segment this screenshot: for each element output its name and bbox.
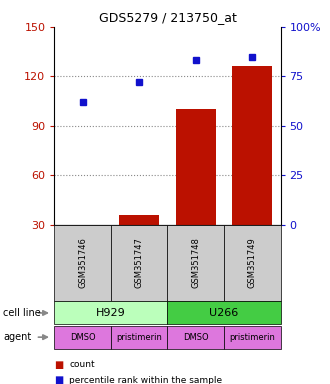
Bar (54, 225, 111, 301)
Bar (168, 301, 280, 324)
Bar (168, 225, 224, 301)
Bar (119, 215, 159, 225)
Text: GSM351749: GSM351749 (248, 238, 257, 288)
Text: U266: U266 (209, 308, 239, 318)
Text: H929: H929 (96, 308, 126, 318)
Bar (54, 301, 168, 324)
Text: agent: agent (3, 332, 32, 342)
Bar (176, 109, 215, 225)
Text: percentile rank within the sample: percentile rank within the sample (69, 376, 222, 384)
Title: GDS5279 / 213750_at: GDS5279 / 213750_at (99, 11, 236, 24)
Bar (168, 326, 224, 349)
Bar (224, 326, 280, 349)
Bar (111, 225, 168, 301)
Text: DMSO: DMSO (183, 333, 209, 342)
Bar (224, 225, 280, 301)
Text: GSM351748: GSM351748 (191, 238, 200, 288)
Text: GSM351746: GSM351746 (78, 238, 87, 288)
Text: pristimerin: pristimerin (229, 333, 275, 342)
Text: pristimerin: pristimerin (116, 333, 162, 342)
Text: DMSO: DMSO (70, 333, 95, 342)
Text: ■: ■ (54, 360, 64, 370)
Text: ■: ■ (54, 375, 64, 384)
Bar (232, 66, 272, 225)
Bar (54, 326, 111, 349)
Text: GSM351747: GSM351747 (135, 238, 144, 288)
Bar (111, 326, 168, 349)
Text: count: count (69, 360, 95, 369)
Text: cell line: cell line (3, 308, 41, 318)
